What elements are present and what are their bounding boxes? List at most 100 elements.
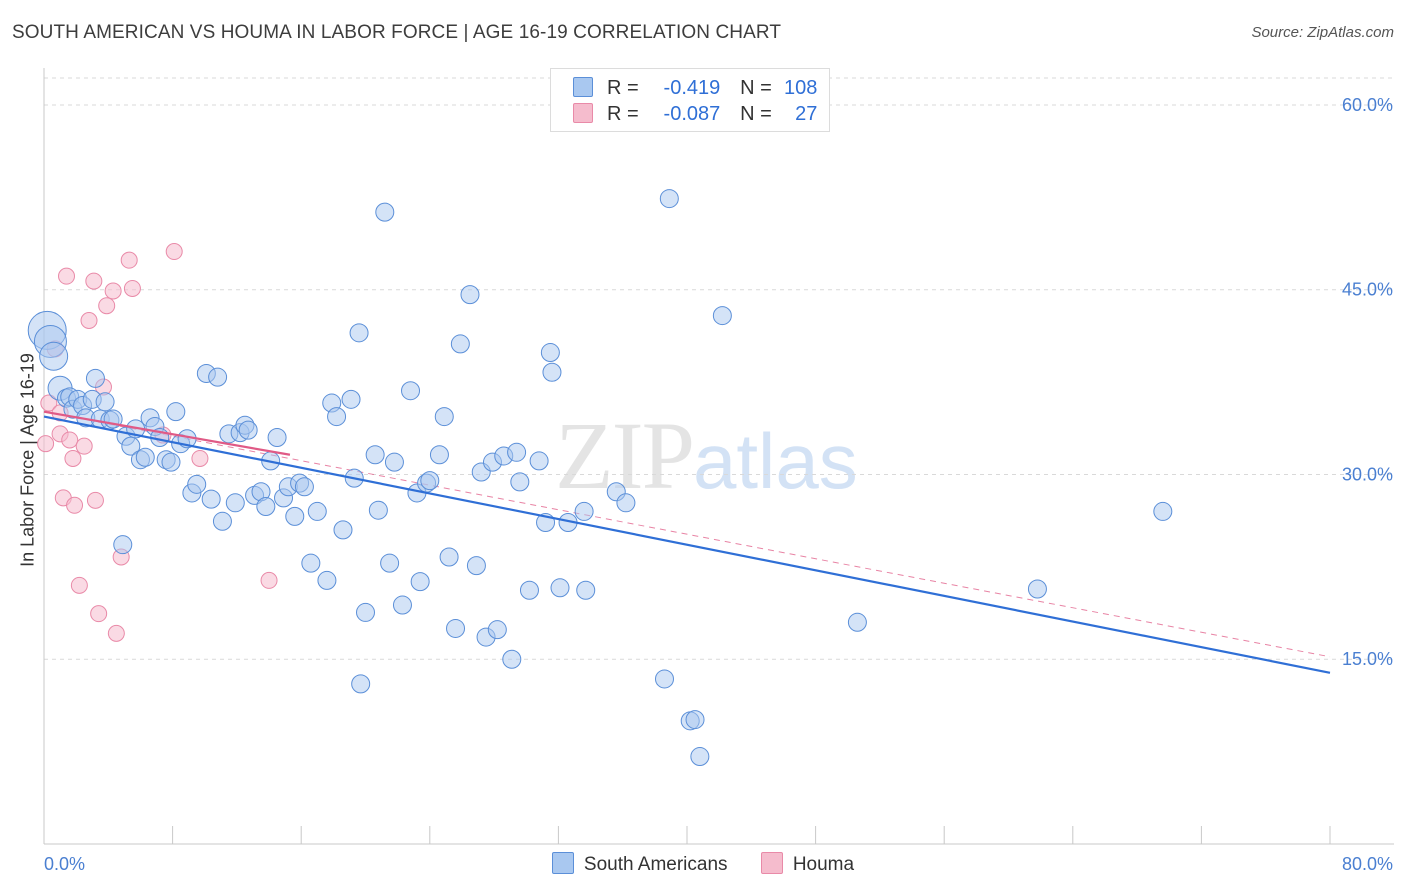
houma-point (58, 267, 76, 285)
south-american-point (368, 500, 388, 520)
legend-n-label: N = (740, 103, 772, 125)
south-american-point (507, 442, 527, 462)
houma-point (86, 491, 104, 509)
houma-point (37, 435, 55, 453)
south-american-point (550, 578, 570, 598)
south-american-point (519, 580, 539, 600)
south-american-point (351, 674, 371, 694)
south-american-point (327, 407, 347, 427)
south-american-point (161, 452, 181, 472)
trend-layer-dashed (43, 411, 1331, 658)
series-legend: South Americans Houma (0, 852, 1406, 876)
south-american-point (201, 489, 221, 509)
south-american-point (356, 602, 375, 622)
south-american-point (135, 447, 155, 467)
y-tick-label: 60.0% (1342, 95, 1393, 115)
south-american-point (420, 471, 440, 491)
legend-row-south-americans: R = -0.419 N = 108 (573, 77, 817, 101)
series-label-south-americans: South Americans (583, 854, 728, 875)
south-american-point (847, 612, 867, 632)
south-american-point (502, 649, 522, 669)
legend-r-value: -0.087 (663, 103, 721, 125)
south-american-point (317, 570, 337, 590)
houma-point (61, 431, 79, 449)
south-american-point (307, 501, 327, 521)
axis-layer (43, 68, 1394, 845)
south-american-point (212, 511, 232, 531)
houma-point (98, 297, 116, 315)
houma-point (75, 437, 93, 455)
south-american-point (301, 553, 321, 573)
south-american-point (238, 420, 258, 440)
series-legend-south-americans[interactable]: South Americans (551, 852, 728, 876)
houma-point (104, 282, 122, 300)
south-american-point (410, 572, 430, 592)
south-american-point (166, 402, 186, 422)
south-american-point (375, 202, 395, 222)
south-american-point (487, 620, 507, 640)
y-tick-label: 15.0% (1342, 649, 1393, 669)
legend-r-label: R = (607, 103, 639, 125)
series-swatch-pink (760, 852, 783, 874)
south-american-point (529, 451, 549, 471)
houma-point (123, 279, 141, 297)
south-american-points (27, 189, 1173, 767)
south-american-point (712, 306, 732, 326)
houma-point (260, 571, 278, 589)
watermark-atlas: atlas (693, 417, 858, 505)
south-american-point (466, 556, 486, 576)
south-american-point (349, 323, 369, 343)
houma-point (70, 576, 88, 594)
south-american-point (380, 553, 400, 573)
south-american-point (659, 189, 679, 209)
trend-layer (43, 410, 1331, 674)
south-american-point (542, 362, 562, 382)
south-american-point (39, 341, 69, 371)
x-tick-label: 80.0% (1342, 854, 1393, 874)
south-american-point (225, 493, 245, 513)
houma-trend-line (43, 410, 291, 456)
houma-point (66, 496, 84, 514)
legend-swatch-blue (573, 77, 593, 97)
houma-point (90, 605, 108, 623)
houma-trend-extension (43, 411, 1331, 658)
houma-point (191, 449, 209, 467)
chart-title: SOUTH AMERICAN VS HOUMA IN LABOR FORCE |… (12, 22, 782, 43)
source-credit: Source: ZipAtlas.com (1251, 24, 1394, 41)
south-american-point (1027, 579, 1047, 599)
series-label-houma: Houma (792, 854, 855, 875)
south-american-point (341, 389, 361, 409)
south-american-point (510, 472, 530, 492)
south-american-point (85, 368, 105, 388)
south-american-point (113, 535, 133, 555)
series-swatch-blue (551, 852, 574, 874)
south-american-point (690, 747, 710, 767)
correlation-legend: R = -0.419 N = 108 R = -0.087 N = 27 (550, 68, 830, 132)
south-american-point (574, 501, 594, 521)
houma-point (80, 312, 98, 330)
south-american-point (187, 474, 207, 494)
houma-point (64, 449, 82, 467)
south-american-point (439, 547, 459, 567)
series-legend-houma[interactable]: Houma (760, 852, 855, 876)
south-american-point (285, 506, 305, 526)
south-american-point (256, 497, 276, 517)
south-american-point (450, 334, 470, 354)
south-american-point (294, 477, 314, 497)
south-american-point (267, 428, 287, 448)
legend-r-label: R = (607, 77, 639, 99)
grid-layer (44, 77, 1394, 660)
south-american-point (121, 436, 141, 456)
houma-point (165, 243, 183, 261)
south-american-point (333, 520, 353, 540)
houma-point (107, 624, 125, 642)
legend-r-value: -0.419 (663, 77, 721, 99)
legend-n-value: 27 (795, 103, 818, 125)
south-american-point (616, 493, 636, 513)
south-american-point (392, 595, 412, 615)
tick-label-layer: 15.0% 30.0% 45.0% 60.0% 0.0% 80.0% (44, 95, 1393, 874)
houma-point (40, 394, 58, 412)
south-american-point (540, 343, 560, 363)
south-american-point (1153, 501, 1173, 521)
y-tick-label: 45.0% (1342, 280, 1393, 300)
